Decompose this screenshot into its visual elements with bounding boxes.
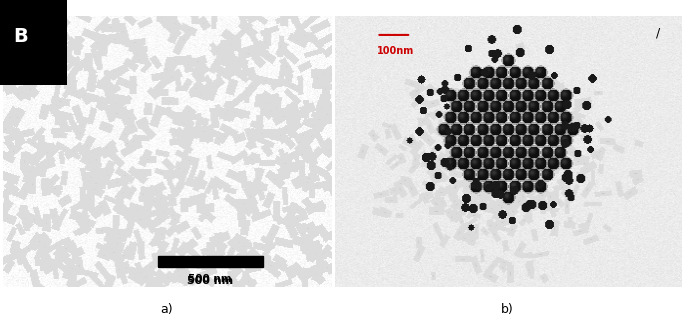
Text: /: /	[656, 27, 660, 40]
Text: 500 nm: 500 nm	[188, 273, 232, 284]
Text: b): b)	[501, 303, 514, 316]
Text: B: B	[13, 27, 28, 46]
Text: a): a)	[161, 303, 173, 316]
Bar	[158, 256, 263, 267]
Text: 500 nm: 500 nm	[187, 276, 234, 286]
Text: 100nm: 100nm	[377, 46, 414, 56]
